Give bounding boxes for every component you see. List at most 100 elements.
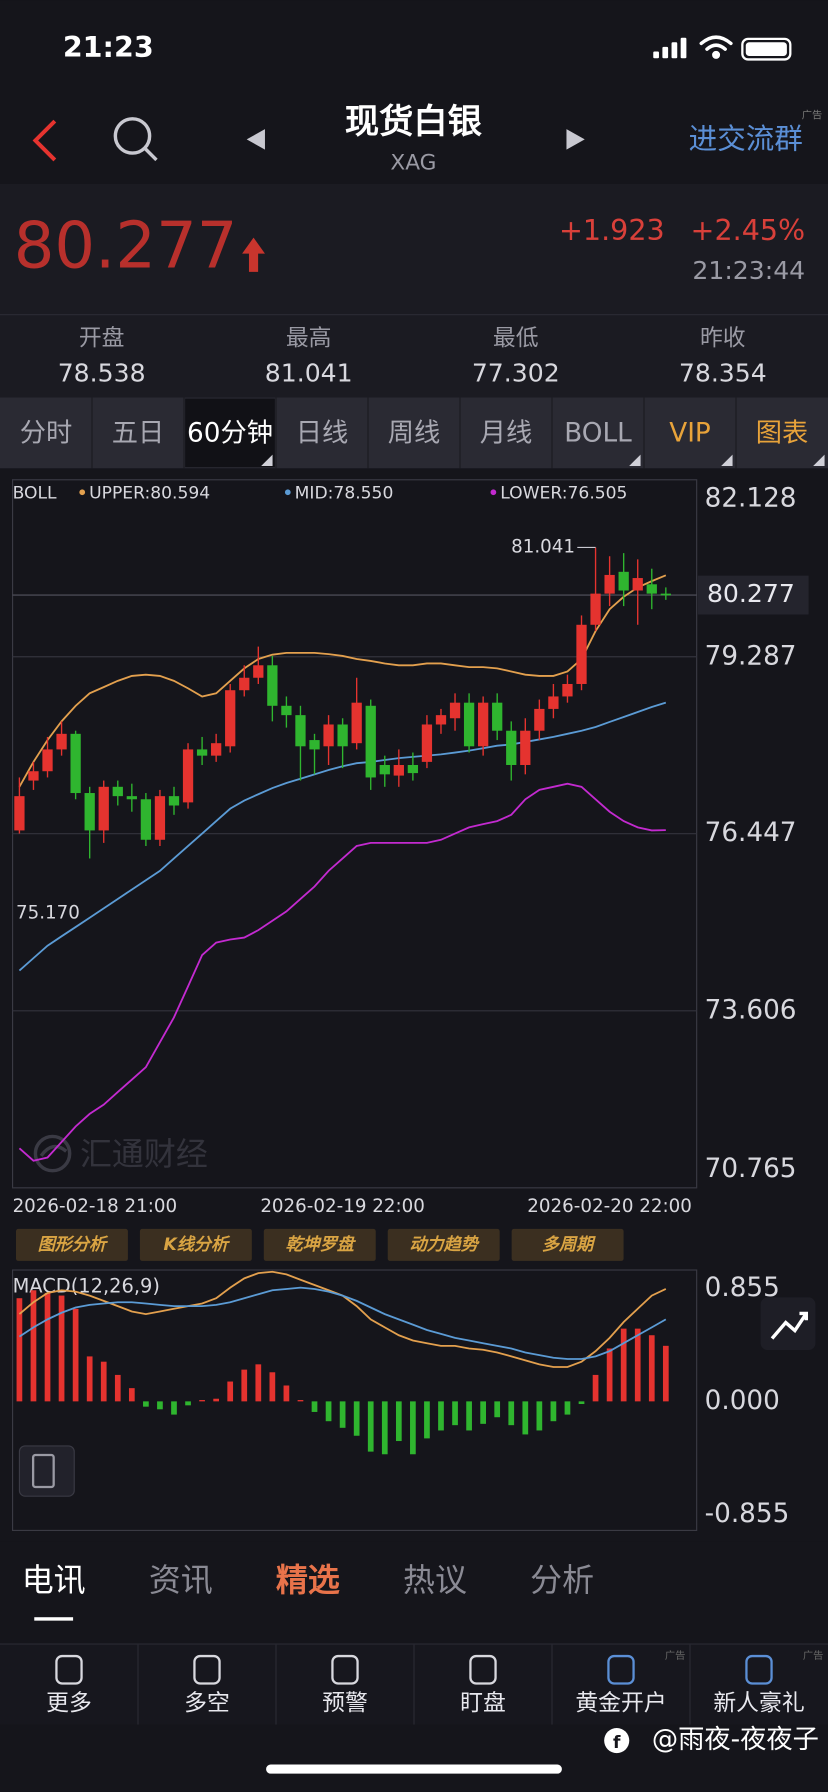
candle-body bbox=[140, 799, 152, 840]
macd-bar bbox=[283, 1385, 290, 1402]
y-tick-label: -0.855 bbox=[705, 1499, 790, 1529]
analysis-button[interactable] bbox=[387, 1228, 500, 1261]
nav-label[interactable]: 多空 bbox=[184, 1691, 230, 1717]
period-tab[interactable]: 分时 bbox=[20, 419, 73, 449]
chart-tool-icon bbox=[770, 1311, 809, 1340]
macd-bar bbox=[325, 1401, 332, 1422]
nav-label[interactable]: 新人豪礼 bbox=[713, 1691, 804, 1717]
candle-body bbox=[337, 724, 348, 747]
analysis-button[interactable] bbox=[15, 1228, 128, 1261]
macd-bar bbox=[381, 1401, 388, 1455]
legend-entry: LOWER:76.505 bbox=[500, 483, 627, 503]
next-instrument[interactable] bbox=[566, 129, 585, 150]
candle-body bbox=[379, 764, 390, 775]
watermark: 汇通财经 bbox=[80, 1135, 208, 1173]
stat-value: 78.354 bbox=[679, 359, 767, 388]
macd-bar bbox=[44, 1292, 51, 1402]
macd-bar bbox=[213, 1398, 220, 1402]
nav-icon bbox=[745, 1654, 773, 1685]
candle-body bbox=[126, 796, 137, 800]
candle-body bbox=[267, 665, 278, 706]
analysis-button-label: 乾坤罗盘 bbox=[286, 1235, 357, 1255]
macd-bar bbox=[648, 1335, 655, 1402]
candle-body bbox=[534, 708, 545, 731]
analysis-button-label: 动力趋势 bbox=[409, 1235, 479, 1255]
back-button[interactable] bbox=[32, 119, 57, 162]
annotation-label: 81.041 bbox=[511, 536, 575, 557]
period-tab[interactable]: VIP bbox=[669, 419, 711, 449]
macd-bar bbox=[114, 1374, 121, 1402]
analysis-button[interactable] bbox=[263, 1228, 376, 1261]
candle-body bbox=[506, 730, 517, 765]
candle-body bbox=[590, 593, 601, 625]
news-tab[interactable]: 资讯 bbox=[149, 1561, 213, 1599]
y-tick-label: 0.855 bbox=[705, 1273, 780, 1303]
annotation-label: 75.170 bbox=[16, 902, 80, 923]
macd-bar bbox=[339, 1401, 346, 1428]
news-tab-underline bbox=[34, 1617, 74, 1621]
x-tick-label: 2026-02-19 22:00 bbox=[260, 1196, 425, 1217]
signal-icon bbox=[653, 37, 687, 59]
macd-bar bbox=[255, 1364, 262, 1402]
nav-label[interactable]: 黄金开户 bbox=[575, 1691, 666, 1717]
news-tab[interactable]: 精选 bbox=[276, 1561, 340, 1599]
macd-bar bbox=[367, 1401, 374, 1452]
group-link[interactable]: 进交流群 bbox=[689, 122, 803, 156]
last-price-tag bbox=[697, 575, 809, 615]
macd-bar bbox=[143, 1401, 149, 1407]
indicator-line bbox=[18, 574, 667, 788]
nav-label[interactable]: 盯盘 bbox=[460, 1691, 506, 1717]
macd-bar bbox=[662, 1345, 669, 1402]
prev-instrument[interactable] bbox=[246, 129, 265, 150]
quote-price: 80.277 bbox=[14, 210, 238, 284]
period-tab[interactable]: BOLL bbox=[564, 419, 632, 449]
y-tick-label: 79.287 bbox=[705, 641, 797, 671]
candle-body bbox=[421, 724, 433, 762]
macd-bar bbox=[592, 1374, 599, 1402]
macd-bar bbox=[634, 1328, 641, 1402]
news-tab[interactable]: 分析 bbox=[530, 1561, 594, 1599]
candle-body bbox=[618, 571, 629, 591]
nav-label[interactable]: 更多 bbox=[46, 1691, 92, 1717]
news-tab[interactable]: 电讯 bbox=[22, 1561, 86, 1599]
analysis-button[interactable] bbox=[511, 1228, 624, 1261]
nav-icon bbox=[331, 1654, 359, 1685]
macd-bar bbox=[171, 1401, 177, 1415]
candle-body bbox=[112, 786, 123, 797]
rotate-button[interactable] bbox=[18, 1445, 75, 1497]
candle-body bbox=[28, 771, 39, 781]
search-button[interactable] bbox=[113, 117, 158, 162]
macd-bar bbox=[578, 1401, 585, 1405]
macd-chart-frame bbox=[11, 1269, 698, 1531]
candle-body bbox=[646, 584, 657, 594]
nav-icon bbox=[469, 1654, 497, 1685]
y-tick-label: 0.000 bbox=[705, 1386, 780, 1416]
legend-entry: MID:78.550 bbox=[295, 483, 394, 503]
macd-bar bbox=[395, 1401, 402, 1442]
news-tab[interactable]: 热议 bbox=[403, 1561, 467, 1599]
nav-label[interactable]: 预警 bbox=[322, 1691, 368, 1717]
macd-bar bbox=[86, 1356, 93, 1402]
nav-icon bbox=[55, 1654, 83, 1685]
quote-change-pct: +2.45% bbox=[691, 213, 806, 247]
status-time: 21:23 bbox=[63, 30, 154, 64]
period-tab[interactable]: 五日 bbox=[112, 419, 165, 449]
macd-bar bbox=[128, 1388, 135, 1402]
macd-bar bbox=[620, 1328, 627, 1402]
period-tab[interactable]: 周线 bbox=[388, 419, 441, 449]
candle-body bbox=[407, 764, 419, 774]
candle-body bbox=[365, 705, 376, 778]
instrument-title: 现货白银 bbox=[345, 102, 483, 142]
candle-body bbox=[520, 730, 531, 765]
home-indicator bbox=[266, 1764, 562, 1774]
period-tab[interactable]: 月线 bbox=[480, 419, 533, 449]
period-tab[interactable]: 图表 bbox=[756, 419, 808, 449]
candle-body bbox=[253, 665, 264, 678]
period-tab[interactable]: 60分钟 bbox=[187, 419, 273, 449]
macd-bar bbox=[199, 1400, 205, 1402]
candle-body bbox=[604, 574, 615, 594]
period-tab[interactable]: 日线 bbox=[296, 419, 349, 449]
analysis-button[interactable] bbox=[139, 1228, 252, 1261]
candle-body bbox=[239, 677, 250, 691]
